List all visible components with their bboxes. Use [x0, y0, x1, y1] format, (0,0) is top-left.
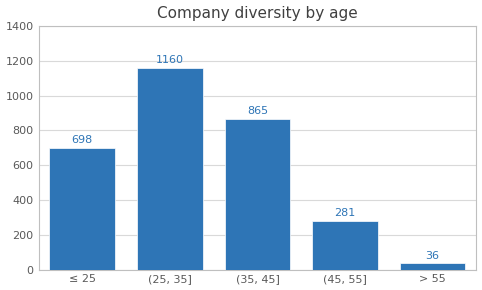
Bar: [137, 68, 203, 270]
Text: 281: 281: [335, 208, 356, 218]
Title: Company diversity by age: Company diversity by age: [157, 6, 358, 21]
Bar: [400, 263, 466, 270]
Text: 865: 865: [247, 106, 268, 116]
Text: 36: 36: [426, 251, 440, 261]
Text: 698: 698: [72, 135, 93, 146]
Text: 1160: 1160: [156, 55, 184, 65]
Bar: [312, 221, 378, 270]
Bar: [225, 119, 290, 270]
Bar: [50, 148, 115, 270]
